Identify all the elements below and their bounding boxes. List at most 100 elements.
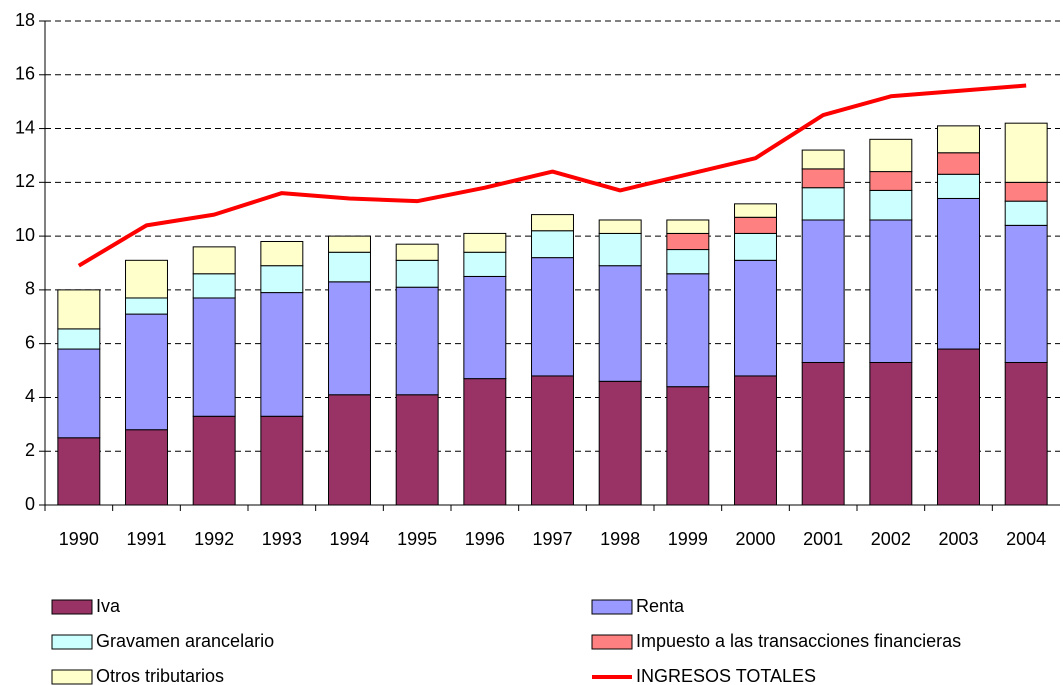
- x-tick-label: 1996: [465, 529, 505, 549]
- bar-segment: [937, 173, 980, 199]
- bar-segment: [260, 292, 304, 417]
- y-tick-label: 12: [15, 171, 35, 191]
- line-series: [77, 83, 1027, 268]
- legend-label: Impuesto a las transacciones financieras: [636, 631, 961, 651]
- y-tick-label: 4: [25, 386, 35, 406]
- x-tick-label: 1992: [194, 529, 234, 549]
- legend-label: Renta: [636, 596, 685, 616]
- x-tick-label: 1998: [600, 529, 640, 549]
- bar-segment: [666, 273, 710, 388]
- bar-segment: [463, 275, 507, 380]
- bar-segment: [801, 361, 845, 506]
- bar-segment: [531, 230, 574, 259]
- bar-segment: [869, 219, 913, 363]
- y-tick-label: 18: [15, 10, 35, 30]
- bar-segment: [57, 348, 101, 439]
- legend-label: Otros tributarios: [96, 666, 224, 685]
- bar-segment: [801, 219, 845, 363]
- bar-segment: [598, 265, 642, 382]
- x-tick-label: 1991: [126, 529, 166, 549]
- bar-segment: [598, 232, 642, 267]
- bar-segment: [57, 437, 101, 506]
- bar-segment: [328, 394, 371, 506]
- x-tick-label: 1995: [397, 529, 437, 549]
- bar-segment: [260, 415, 304, 506]
- bar-segment: [531, 214, 574, 232]
- bar-segment: [57, 289, 101, 330]
- legend-swatch: [51, 599, 93, 615]
- bar-segment: [598, 380, 642, 506]
- bar-segment: [869, 189, 913, 221]
- bar-segment: [666, 232, 710, 251]
- bar-segment: [937, 348, 980, 506]
- y-tick-label: 2: [25, 440, 35, 460]
- x-tick-label: 1993: [262, 529, 302, 549]
- bar-segment: [734, 375, 777, 506]
- bar-segment: [531, 257, 574, 377]
- bar-segment: [1004, 122, 1048, 183]
- legend-swatch: [591, 599, 633, 615]
- x-tick-label: 1999: [668, 529, 708, 549]
- legend-swatch: [51, 634, 93, 650]
- bar-segment: [937, 125, 980, 154]
- y-tick-label: 16: [15, 64, 35, 84]
- bar-segment: [734, 259, 777, 377]
- bar-segment: [869, 171, 913, 191]
- bar-segment: [395, 286, 439, 396]
- bar-segment: [192, 415, 236, 506]
- bar-segment: [869, 138, 913, 173]
- bar-segment: [734, 216, 777, 234]
- bar-segment: [260, 265, 304, 294]
- bar-segment: [937, 197, 980, 350]
- bar-segment: [395, 259, 439, 288]
- y-tick-label: 10: [15, 225, 35, 245]
- bar-segment: [869, 361, 913, 506]
- bar-segment: [598, 219, 642, 234]
- legend-label: Gravamen arancelario: [96, 631, 274, 651]
- bar-segment: [666, 386, 710, 506]
- y-tick-label: 0: [25, 494, 35, 514]
- bar-segment: [801, 149, 845, 170]
- y-tick-label: 6: [25, 332, 35, 352]
- bar-segment: [937, 152, 980, 175]
- x-tick-label: 2004: [1006, 529, 1046, 549]
- bar-segment: [463, 232, 507, 253]
- bar-segment: [395, 243, 439, 261]
- y-tick-label: 8: [25, 279, 35, 299]
- bar-segment: [125, 259, 168, 299]
- bar-segment: [463, 251, 507, 277]
- bar-segment: [260, 240, 304, 267]
- x-tick-label: 1997: [532, 529, 572, 549]
- bar-segment: [192, 273, 236, 299]
- bar-segment: [328, 251, 371, 283]
- bar-segment: [125, 297, 168, 315]
- bar-segment: [463, 378, 507, 506]
- bar-segment: [531, 375, 574, 506]
- legend-label: Iva: [96, 596, 121, 616]
- bar-segment: [1004, 181, 1048, 202]
- bar-segment: [125, 313, 168, 431]
- bar-segment: [57, 328, 101, 350]
- x-tick-label: 2002: [871, 529, 911, 549]
- bar-segment: [801, 168, 845, 189]
- x-tick-label: 1994: [329, 529, 369, 549]
- x-tick-label: 1990: [59, 529, 99, 549]
- x-tick-label: 2000: [735, 529, 775, 549]
- bar-segment: [666, 219, 710, 234]
- bar-segment: [395, 394, 439, 506]
- x-tick-label: 2003: [938, 529, 978, 549]
- legend-label: INGRESOS TOTALES: [636, 666, 816, 685]
- bar-segment: [328, 281, 371, 396]
- bar-segment: [801, 187, 845, 221]
- bar-segment: [125, 429, 168, 506]
- y-tick-label: 14: [15, 117, 35, 137]
- bar-segment: [1004, 224, 1048, 363]
- bar-segment: [1004, 361, 1048, 506]
- bar-segment: [666, 249, 710, 275]
- bar-segment: [734, 232, 777, 261]
- legend-swatch: [51, 669, 93, 685]
- x-tick-label: 2001: [803, 529, 843, 549]
- bar-segment: [192, 297, 236, 417]
- bar-segment: [328, 235, 371, 253]
